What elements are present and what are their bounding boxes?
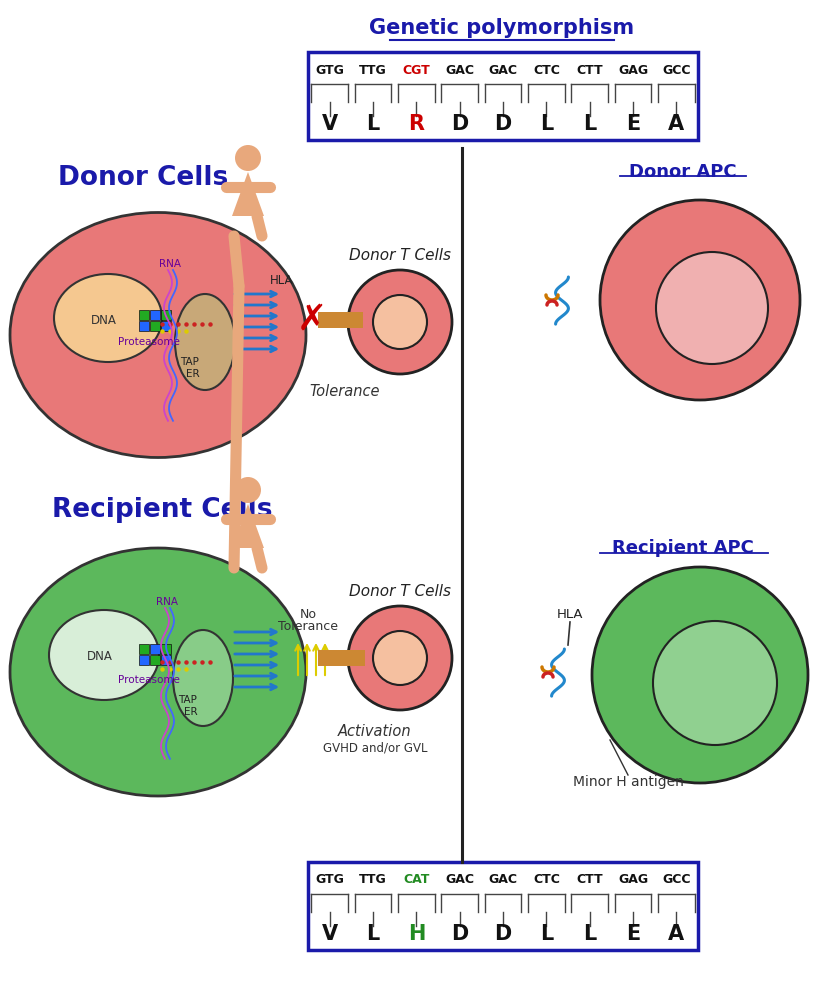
Text: CGT: CGT xyxy=(402,64,430,76)
Text: Proteasome: Proteasome xyxy=(118,337,180,347)
FancyBboxPatch shape xyxy=(150,644,160,654)
Text: GAC: GAC xyxy=(488,874,517,887)
Text: Minor H antigen: Minor H antigen xyxy=(572,775,682,789)
Text: No: No xyxy=(299,609,316,622)
Text: GTG: GTG xyxy=(315,874,344,887)
Circle shape xyxy=(591,567,807,783)
Text: ER: ER xyxy=(186,369,200,379)
Text: GAC: GAC xyxy=(488,64,517,76)
Text: Donor T Cells: Donor T Cells xyxy=(349,585,450,600)
Text: D: D xyxy=(493,924,511,944)
Text: GAG: GAG xyxy=(617,874,647,887)
FancyBboxPatch shape xyxy=(139,655,149,665)
Text: RNA: RNA xyxy=(156,597,178,607)
Text: TAP: TAP xyxy=(178,695,197,705)
FancyBboxPatch shape xyxy=(139,310,149,320)
Circle shape xyxy=(373,631,426,685)
Text: HLA: HLA xyxy=(556,608,583,621)
Text: E: E xyxy=(625,114,639,134)
Text: GVHD and/or GVL: GVHD and/or GVL xyxy=(322,742,426,755)
FancyBboxPatch shape xyxy=(318,312,363,328)
FancyBboxPatch shape xyxy=(308,52,697,140)
Text: GAC: GAC xyxy=(445,874,474,887)
Text: D: D xyxy=(493,114,511,134)
Text: RNA: RNA xyxy=(159,259,181,269)
Text: Proteasome: Proteasome xyxy=(118,675,180,685)
Circle shape xyxy=(234,145,261,171)
Text: L: L xyxy=(539,924,552,944)
Text: V: V xyxy=(321,924,337,944)
Text: L: L xyxy=(539,114,552,134)
Text: L: L xyxy=(366,114,379,134)
Ellipse shape xyxy=(10,213,306,458)
Text: Donor Cells: Donor Cells xyxy=(58,165,228,191)
FancyBboxPatch shape xyxy=(161,321,171,331)
FancyBboxPatch shape xyxy=(150,655,160,665)
Text: H: H xyxy=(407,924,425,944)
Text: GTG: GTG xyxy=(315,64,344,76)
Polygon shape xyxy=(232,172,263,216)
Text: HLA: HLA xyxy=(270,273,293,287)
Text: CTC: CTC xyxy=(532,874,559,887)
Text: Recipient APC: Recipient APC xyxy=(611,539,753,557)
Text: CTT: CTT xyxy=(575,64,602,76)
Text: Genetic polymorphism: Genetic polymorphism xyxy=(369,18,633,38)
Text: Recipient Cells: Recipient Cells xyxy=(52,497,272,523)
Text: DNA: DNA xyxy=(87,650,113,663)
FancyBboxPatch shape xyxy=(161,310,171,320)
Text: Donor T Cells: Donor T Cells xyxy=(349,248,450,263)
FancyBboxPatch shape xyxy=(139,644,149,654)
Ellipse shape xyxy=(175,294,234,390)
Circle shape xyxy=(599,200,799,400)
Ellipse shape xyxy=(173,630,233,726)
Text: A: A xyxy=(667,114,684,134)
FancyBboxPatch shape xyxy=(150,321,160,331)
FancyBboxPatch shape xyxy=(318,650,364,666)
Text: TTG: TTG xyxy=(359,64,387,76)
Text: GCC: GCC xyxy=(662,64,690,76)
Circle shape xyxy=(348,606,451,710)
Text: GAC: GAC xyxy=(445,64,474,76)
Text: CTT: CTT xyxy=(575,874,602,887)
Text: A: A xyxy=(667,924,684,944)
Text: D: D xyxy=(450,114,468,134)
Text: E: E xyxy=(625,924,639,944)
Text: TTG: TTG xyxy=(359,874,387,887)
Text: V: V xyxy=(321,114,337,134)
Text: Tolerance: Tolerance xyxy=(310,384,380,399)
Text: TAP: TAP xyxy=(181,357,200,367)
Text: GAG: GAG xyxy=(617,64,647,76)
FancyBboxPatch shape xyxy=(139,321,149,331)
Text: Tolerance: Tolerance xyxy=(277,621,338,634)
Circle shape xyxy=(373,295,426,349)
Text: CAT: CAT xyxy=(402,874,429,887)
Text: ER: ER xyxy=(184,707,198,717)
Text: CTC: CTC xyxy=(532,64,559,76)
Text: Activation: Activation xyxy=(338,725,412,740)
Circle shape xyxy=(234,477,261,503)
Text: DNA: DNA xyxy=(91,314,117,327)
Ellipse shape xyxy=(10,548,306,796)
FancyBboxPatch shape xyxy=(308,862,697,950)
Text: L: L xyxy=(582,924,595,944)
Text: R: R xyxy=(408,114,424,134)
Text: Donor APC: Donor APC xyxy=(628,163,736,181)
Text: ✗: ✗ xyxy=(296,303,327,337)
FancyBboxPatch shape xyxy=(150,310,160,320)
Text: D: D xyxy=(450,924,468,944)
FancyBboxPatch shape xyxy=(161,644,171,654)
Text: L: L xyxy=(366,924,379,944)
Text: L: L xyxy=(582,114,595,134)
Circle shape xyxy=(655,252,767,364)
Circle shape xyxy=(348,270,451,374)
Polygon shape xyxy=(232,504,263,548)
Ellipse shape xyxy=(54,274,161,362)
Text: GCC: GCC xyxy=(662,874,690,887)
Ellipse shape xyxy=(49,610,159,700)
Circle shape xyxy=(652,621,776,745)
FancyBboxPatch shape xyxy=(161,655,171,665)
